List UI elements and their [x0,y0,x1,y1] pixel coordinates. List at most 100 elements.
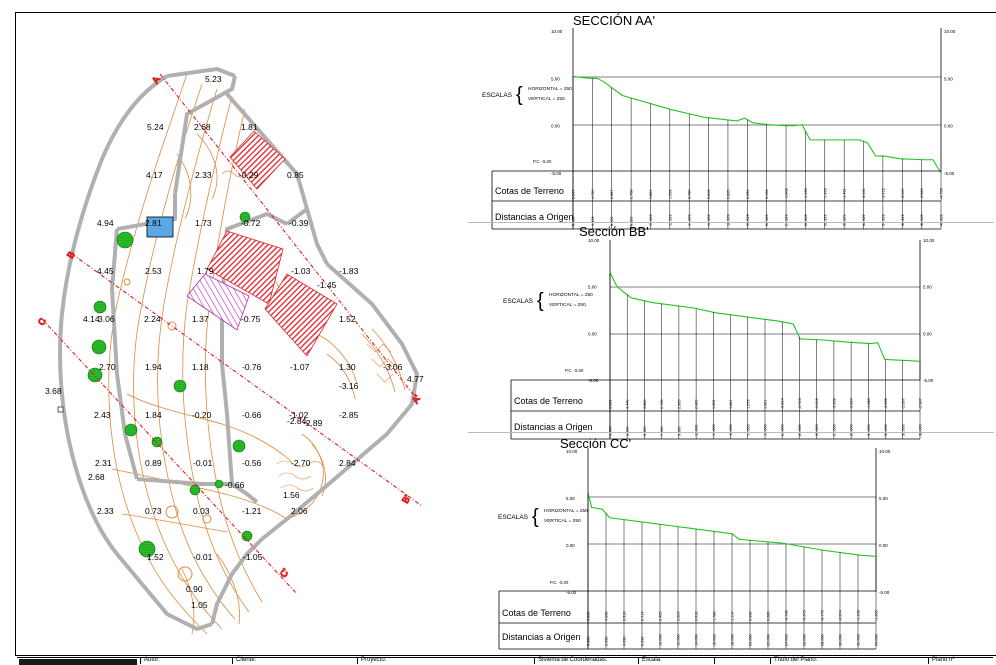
vertical-scale: VERTICAL = 250 [528,97,565,102]
row-distancias-label: Distancias a Origen [514,422,593,432]
cota-value: 3.880 [643,399,647,409]
elevation-label: 1.30 [339,362,356,372]
distance-value: 14.329 [688,214,692,226]
elevation-label: 2.43 [94,410,111,420]
pc-label: P.C. -5.00 [550,580,569,585]
cota-value: -1.808 [785,188,789,199]
elevation-label: 4.14 [83,314,100,324]
elevation-labels: 5.23 5.24 2.68 1.81 4.17 2.33 -0.29 0.85 4.94 2.8… [45,74,424,610]
elevation-label: -0.39 [289,218,309,228]
titleblock [17,657,993,665]
elevation-label: -1.45 [317,280,337,290]
axis-label-left: 5.00 [551,76,560,81]
horizontal-scale: HORIZONTAL = 250 [544,509,588,514]
elevation-label: -0.56 [242,458,262,468]
elevation-label: 1.56 [283,490,300,500]
distance-value: 30.329 [843,214,847,226]
distance-value: 15.000 [729,424,733,436]
cota-value: -1.463 [823,188,827,199]
elevation-label: 1.18 [192,362,209,372]
distance-value: 10.098 [659,634,663,646]
cota-value: 2.369 [695,399,699,409]
distance-value: 23.000 [798,424,802,436]
cota-value: -2.987 [919,398,923,409]
scales-label: ESCALAS [498,514,528,521]
axis-label-left: 0.00 [566,543,575,548]
row-cotas-label: Cotas de Terreno [514,396,583,406]
cota-value: 1.788 [713,611,717,621]
axis-label-right: 5.00 [944,76,953,81]
elevation-label: 1.37 [192,314,209,324]
cota-value: 2.758 [630,189,634,199]
cota-value: -1.080 [867,398,871,409]
cota-value: 5.207 [572,189,576,199]
cota-value: 1.559 [668,189,672,199]
distance-value: 31.000 [867,424,871,436]
distance-value: 18.329 [726,214,730,226]
scales-label: ESCALAS [482,92,512,99]
cota-value: 2.798 [660,399,664,409]
row-distancias-label: Distancias a Origen [495,212,574,222]
distance-value: 36.329 [901,214,905,226]
distance-value: 22.329 [765,214,769,226]
distance-value: 3.000 [626,426,630,436]
axis-label-left: 5.00 [566,496,575,501]
distance-value: 0.000 [572,216,576,226]
elevation-label: 3.06 [98,314,115,324]
section-title: SECCIÓN AA' [573,13,655,28]
elevation-label: 2.68 [88,472,105,482]
tb-escala: Escala: [638,657,714,664]
distance-value: 16.329 [707,214,711,226]
elevation-label: -2.70 [291,458,311,468]
distance-value: 11.000 [695,425,699,436]
tb-sistema: Sistema de Coordenadas: [534,657,638,664]
elevation-label: 0.03 [193,506,210,516]
horizontal-scale: HORIZONTAL = 250 [549,293,593,298]
cota-value: 1.962 [712,399,716,409]
distance-value: 26.098 [803,634,807,646]
cota-value: 2.918 [623,611,627,621]
elevation-label: 1.05 [191,600,208,610]
sheet-border [15,12,996,656]
cota-value: 0.294 [746,189,750,199]
elevation-label: 0.89 [145,458,162,468]
elevation-label: 5.24 [147,122,164,132]
cota-value: 1.661 [729,399,733,409]
buildings [206,130,338,357]
distance-value: 2.098 [605,636,609,646]
cota-value: 1.861 [649,189,653,199]
axis-label-left: -5.00 [551,171,562,176]
elevation-label: -0.20 [192,410,212,420]
reference-marker [57,406,64,413]
distance-value: 0.000 [587,636,591,646]
site-walls [58,67,419,631]
elevation-label: 0.85 [287,170,304,180]
elevation-label: 2.33 [97,506,114,516]
elevation-label: 1.84 [145,410,162,420]
horizontal-scale: HORIZONTAL = 250 [528,87,572,92]
elevation-label: -1.07 [290,362,310,372]
distance-value: 20.329 [746,214,750,226]
pc-label: P.C. -5.00 [565,368,584,373]
tb-blank [714,657,770,664]
site-plan[interactable]: A A' B B' C C' 5.23 5.24 2.68 1.81 4.17 2.33 -… [17,14,487,654]
elevation-label: -0.66 [242,410,262,420]
distance-value: 30.098 [839,634,843,646]
cota-value: 0.136 [765,189,769,199]
terrace [186,273,250,331]
svg-text:A: A [150,75,162,85]
elevation-label: -1.02 [289,410,309,420]
section-markers: A A' B B' C C' [35,74,423,579]
axis-label-right: 5.00 [923,285,932,290]
elevation-label: -3.06 [383,362,403,372]
cota-value: 2.565 [677,399,681,409]
elevation-label: -1.21 [242,506,262,516]
distance-value: 40.329 [940,214,944,226]
cota-value: -0.775 [821,610,825,621]
elevation-label: -1.05 [243,552,263,562]
distance-value: 6.098 [641,636,645,646]
pool [146,216,174,238]
distance-value: 34.329 [881,214,885,226]
axis-label-right: 10.00 [944,29,956,34]
